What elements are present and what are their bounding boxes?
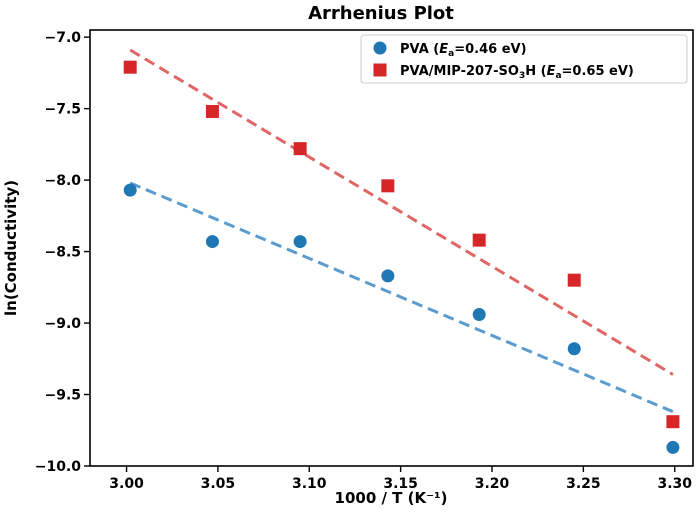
y-tick-label-4: −8.0 [44, 173, 81, 189]
x-tick-label-1: 3.05 [201, 476, 236, 492]
data-point-series-1-5 [567, 273, 581, 287]
data-point-series-1-4 [472, 233, 486, 247]
data-point-series-0-1 [205, 235, 219, 249]
legend-label-series-0: PVA (Ea=0.46 eV) [400, 42, 527, 59]
data-point-series-1-1 [205, 104, 219, 118]
x-tick-label-3: 3.15 [383, 476, 418, 492]
y-tick-label-2: −9.0 [44, 316, 81, 332]
data-point-series-1-0 [123, 60, 137, 74]
data-point-series-1-6 [666, 415, 680, 429]
y-axis-label: ln(Conductivity) [2, 180, 20, 316]
x-axis-label: 1000 / T (K⁻¹) [335, 489, 448, 507]
y-tick-label-6: −7.0 [44, 30, 81, 46]
fit-line-series-0 [129, 181, 674, 414]
data-point-series-1-2 [293, 142, 307, 156]
data-point-series-0-4 [472, 307, 486, 321]
x-tick-label-2: 3.10 [292, 476, 327, 492]
legend-box [360, 34, 688, 84]
x-tick-label-6: 3.30 [657, 476, 692, 492]
y-tick-label-1: −9.5 [44, 388, 81, 404]
x-tick-label-0: 3.00 [109, 476, 144, 492]
legend-label-series-1: PVA/MIP-207-SO3H (Ea=0.65 eV) [400, 64, 634, 81]
data-point-series-0-5 [567, 342, 581, 356]
x-tick-label-4: 3.20 [475, 476, 510, 492]
data-point-series-1-3 [381, 179, 395, 193]
y-tick-label-5: −7.5 [44, 102, 81, 118]
chart-title: Arrhenius Plot [308, 3, 454, 24]
y-tick-label-0: −10.0 [35, 459, 82, 475]
legend: PVA (Ea=0.46 eV) PVA/MIP-207-SO3H (Ea=0.6… [360, 34, 688, 84]
plot-frame [89, 29, 694, 467]
legend-marker-series-1 [373, 63, 387, 77]
x-tick-label-5: 3.25 [566, 476, 601, 492]
fit-line-series-1 [129, 48, 674, 376]
legend-marker-series-0 [373, 41, 387, 55]
data-point-series-0-3 [381, 269, 395, 283]
y-tick-label-3: −8.5 [44, 245, 81, 261]
data-point-series-0-0 [123, 183, 137, 197]
data-point-series-0-2 [293, 235, 307, 249]
data-point-series-0-6 [666, 440, 680, 454]
